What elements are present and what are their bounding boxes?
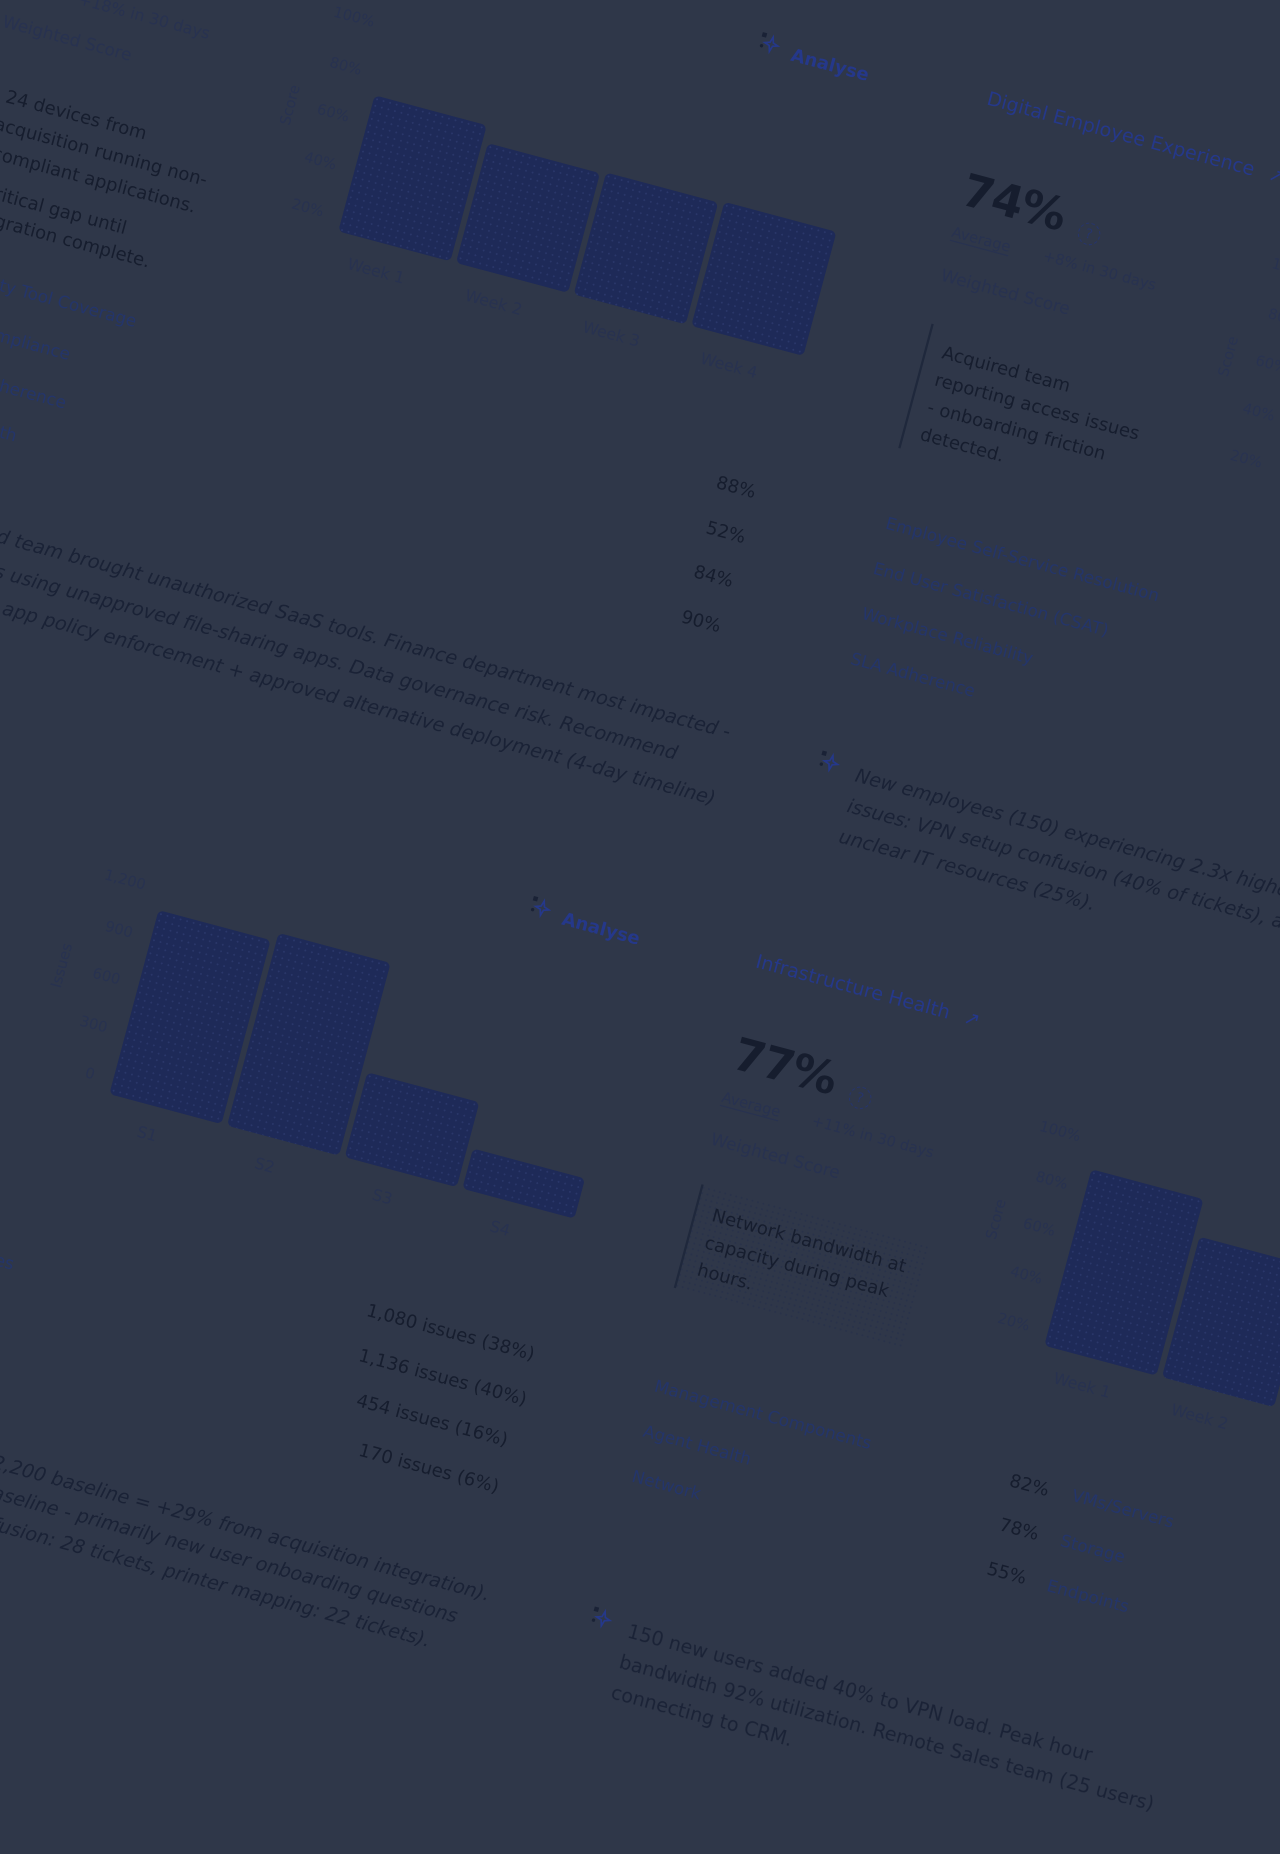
- sparkle-icon: [819, 750, 841, 773]
- infra-score-label: Weighted Score: [708, 1128, 843, 1183]
- x-tick-label: Week 3: [580, 318, 642, 352]
- y-tick-label: 600: [90, 965, 122, 989]
- y-tick-label: 100%: [1269, 255, 1280, 283]
- infra-analysis-text: 150 new users added 40% to VPN load. Pea…: [608, 1620, 1157, 1817]
- y-tick-label: 80%: [327, 54, 364, 79]
- y-tick-label: 40%: [302, 148, 339, 174]
- issue-count: 170 issues (6%): [356, 1439, 502, 1498]
- y-axis-label: Score: [277, 83, 305, 128]
- dex-insight: Acquired team reporting access issues - …: [917, 341, 1142, 467]
- y-tick-label: 40%: [1008, 1263, 1045, 1288]
- y-tick-label: 80%: [1266, 305, 1280, 331]
- dex-score-chart: 100% 80% 60% 40% 20% Score: [1201, 255, 1280, 680]
- arrow-up-right-icon: ↗: [961, 1006, 983, 1033]
- resource-value: 78%: [997, 1513, 1042, 1545]
- y-tick-label: 80%: [1033, 1168, 1070, 1194]
- dashboard-canvas: +18% in 30 days Weighted Score 24 device…: [0, 4, 1280, 1817]
- sparkle-icon: [759, 32, 781, 55]
- y-tick-label: 100%: [331, 4, 377, 32]
- x-tick-label: S2: [252, 1154, 277, 1178]
- x-tick-label: Week 1: [345, 255, 407, 289]
- security-score-label: Weighted Score: [0, 11, 134, 66]
- y-tick-label: 20%: [289, 196, 326, 221]
- y-tick-label: 1,200: [102, 866, 148, 895]
- dex-analysis: New employees (150) experiencing 2.3x hi…: [814, 748, 1280, 934]
- sparkle-icon: [530, 895, 552, 919]
- y-tick-label: 60%: [315, 101, 351, 127]
- y-tick-label: 0: [83, 1064, 97, 1084]
- resource-label[interactable]: Storage: [1058, 1530, 1128, 1568]
- resource-label[interactable]: Endpoints: [1044, 1575, 1132, 1617]
- help-icon[interactable]: ?: [1075, 220, 1103, 248]
- infra-analysis: 150 new users added 40% to VPN load. Pea…: [586, 1604, 1156, 1816]
- infra-average-label[interactable]: Average: [719, 1089, 783, 1122]
- y-tick-label: 60%: [1021, 1215, 1057, 1241]
- x-tick-label: Week 4: [698, 350, 760, 383]
- y-axis-label: Score: [1215, 334, 1243, 379]
- y-tick-label: 20%: [995, 1310, 1032, 1336]
- security-metric[interactable]: ity Tool Coverage: [0, 274, 139, 332]
- dex-score-label: Weighted Score: [938, 265, 1073, 320]
- sparkle-icon: [591, 1606, 613, 1629]
- y-tick-label: 40%: [1240, 400, 1277, 426]
- dex-metric-value: 84%: [691, 560, 736, 592]
- y-tick-label: 300: [77, 1012, 110, 1037]
- y-tick-label: 100%: [1037, 1118, 1083, 1146]
- y-tick-label: 900: [103, 917, 135, 942]
- dex-metric-value: 52%: [703, 516, 749, 548]
- analyse-label: Analyse: [788, 43, 872, 86]
- resource-value: 55%: [984, 1557, 1029, 1589]
- resource-value: 82%: [1007, 1469, 1052, 1501]
- y-tick-label: 60%: [1253, 352, 1280, 378]
- bar[interactable]: [344, 1072, 480, 1188]
- x-tick-label: Week 1: [1051, 1369, 1113, 1403]
- dex-metric-label[interactable]: SLA Adherence: [848, 648, 978, 702]
- analyse-button[interactable]: Analyse: [754, 29, 873, 85]
- security-analysis-line: s using unapproved file-sharing apps. Da…: [0, 560, 680, 766]
- analyse-button[interactable]: Analyse: [525, 893, 644, 949]
- security-metric[interactable]: lth: [0, 420, 20, 446]
- bar[interactable]: [455, 143, 601, 293]
- infra-component[interactable]: Network: [629, 1466, 704, 1505]
- y-axis-label: Score: [983, 1197, 1011, 1242]
- y-tick-label: 20%: [1227, 447, 1264, 473]
- x-tick-label: Week 2: [1168, 1401, 1230, 1434]
- bar[interactable]: [691, 201, 837, 356]
- infra-title-link[interactable]: Infrastructure Health ↗: [753, 951, 982, 1033]
- dex-metric-value: 90%: [679, 605, 724, 637]
- infra-component[interactable]: Agent Health: [640, 1421, 754, 1470]
- arrow-up-right-icon: ↗: [1265, 163, 1280, 190]
- x-tick-label: S1: [134, 1123, 159, 1146]
- x-tick-label: S4: [487, 1217, 512, 1241]
- security-metric[interactable]: lherence: [0, 374, 69, 413]
- resource-label[interactable]: VMs/Servers: [1069, 1485, 1177, 1533]
- dex-metric-value: 88%: [713, 471, 759, 503]
- help-icon[interactable]: ?: [846, 1083, 874, 1112]
- dex-trend: +8% in 30 days: [1041, 248, 1158, 295]
- dex-title-link[interactable]: Digital Employee Experience ↗: [984, 88, 1280, 189]
- analyse-label: Analyse: [559, 907, 643, 950]
- dex-title: Digital Employee Experience: [984, 87, 1258, 182]
- bar[interactable]: [462, 1148, 586, 1219]
- y-axis-label: Issues: [48, 941, 77, 990]
- security-metric[interactable]: mpliance: [0, 324, 73, 365]
- x-tick-label: S3: [370, 1186, 395, 1209]
- issues-fragment: es: [0, 1249, 17, 1275]
- infra-title: Infrastructure Health: [753, 950, 953, 1025]
- x-tick-label: Week 2: [462, 287, 524, 320]
- dex-average-label[interactable]: Average: [949, 224, 1013, 257]
- infra-trend: +11% in 30 days: [809, 1113, 936, 1162]
- dex-analysis-text: New employees (150) experiencing 2.3x hi…: [836, 764, 1280, 934]
